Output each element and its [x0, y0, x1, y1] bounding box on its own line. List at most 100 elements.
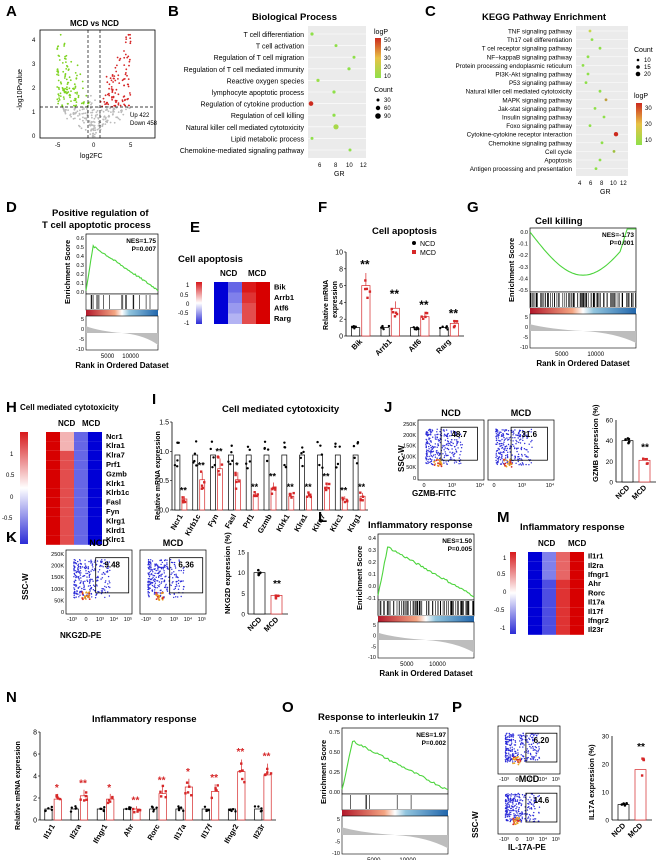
event-point — [174, 587, 176, 590]
event-point — [504, 446, 506, 448]
tick-label: 10 — [602, 790, 610, 797]
event-point — [451, 441, 453, 443]
event-point — [517, 458, 519, 460]
event-point — [458, 457, 460, 459]
event-point — [538, 748, 540, 750]
event-point — [95, 584, 98, 586]
event-point — [431, 448, 434, 450]
legend-title: Count — [634, 47, 653, 54]
bar-ncd — [352, 454, 359, 511]
hit-box — [341, 793, 449, 811]
volcano-point — [129, 92, 131, 94]
tick-label: 10⁵ — [124, 616, 132, 623]
event-point — [437, 443, 439, 445]
event-point — [513, 809, 515, 812]
volcano-point — [125, 38, 128, 40]
event-point — [522, 431, 524, 433]
event-point — [449, 435, 451, 437]
nes-value: NES=1.75 — [126, 238, 156, 245]
event-point — [425, 459, 428, 461]
event-point — [516, 816, 518, 819]
event-point — [150, 562, 152, 564]
event-point — [148, 572, 151, 574]
tick-label: 10⁵ — [198, 616, 206, 623]
event-point — [173, 561, 176, 564]
volcano-point — [69, 94, 72, 97]
volcano-point — [64, 73, 67, 75]
event-point — [182, 572, 185, 574]
volcano-point — [102, 110, 105, 113]
volcano-point — [67, 102, 69, 105]
volcano-point — [80, 127, 83, 130]
event-point — [513, 748, 515, 750]
event-point — [92, 584, 95, 586]
term-label: T cel receptor signaling pathway — [482, 46, 573, 53]
tick-label: 10⁴ — [110, 616, 119, 623]
count-ticks: 30 60 90 — [384, 98, 391, 120]
data-point — [415, 326, 419, 329]
tick-label: 0 — [32, 134, 36, 140]
data-point — [390, 307, 393, 311]
event-point — [171, 582, 173, 584]
volcano-point — [104, 94, 107, 97]
volcano-point — [112, 113, 114, 115]
event-point — [445, 461, 447, 463]
term-label: Protein processing endoplasmic reticulum — [455, 63, 572, 70]
event-point — [512, 798, 514, 800]
event-point — [506, 810, 509, 812]
tick-label: -0.1 — [519, 242, 528, 248]
significance-star: ** — [79, 779, 87, 790]
event-point — [516, 448, 518, 450]
event-point — [526, 435, 528, 438]
y-axis-label: Relative mRNA expression — [15, 741, 22, 830]
event-point — [531, 439, 533, 442]
volcano-point — [76, 74, 78, 77]
event-point — [107, 591, 109, 593]
data-point — [266, 448, 270, 451]
nes-value: NES=1.97 — [416, 732, 446, 739]
data-point — [193, 452, 197, 455]
event-point — [86, 576, 88, 578]
data-point — [316, 440, 319, 444]
event-point — [88, 560, 90, 563]
event-point — [425, 442, 427, 444]
panel-k: K NCD9.48MCD6.36250K200K150K100K50K0-10³… — [6, 529, 288, 640]
event-point — [501, 454, 503, 456]
volcano-point — [68, 76, 71, 79]
event-point — [496, 463, 498, 466]
event-point — [507, 801, 509, 803]
event-point — [451, 439, 453, 441]
volcano-point — [77, 94, 80, 97]
tick-label: 5 — [241, 591, 245, 598]
significance-star: ** — [641, 443, 649, 454]
event-point — [450, 456, 452, 459]
event-point — [506, 747, 508, 750]
volcano-point — [97, 117, 100, 120]
event-point — [433, 464, 436, 466]
tick-label: -5 — [55, 143, 61, 149]
volcano-point — [74, 72, 77, 74]
panel-c: C KEGG Pathway Enrichment TNF signaling … — [425, 3, 653, 196]
volcano-point — [64, 55, 66, 58]
heatmap-cell — [60, 497, 74, 508]
event-point — [504, 457, 507, 459]
event-point — [509, 818, 511, 820]
volcano-point — [59, 95, 62, 97]
data-point — [246, 445, 250, 448]
volcano-point — [67, 109, 69, 111]
data-point — [57, 797, 60, 800]
event-point — [507, 799, 510, 801]
data-point — [391, 311, 395, 314]
legend-marker — [412, 241, 416, 245]
event-point — [508, 736, 511, 738]
event-point — [150, 583, 152, 585]
event-point — [536, 801, 538, 803]
event-point — [519, 442, 522, 444]
heatmap-cell — [214, 292, 228, 303]
event-point — [75, 585, 77, 588]
event-point — [527, 802, 529, 805]
ranked-metric-area — [378, 632, 474, 653]
event-point — [76, 590, 78, 593]
event-point — [456, 433, 458, 435]
volcano-point — [98, 120, 100, 123]
